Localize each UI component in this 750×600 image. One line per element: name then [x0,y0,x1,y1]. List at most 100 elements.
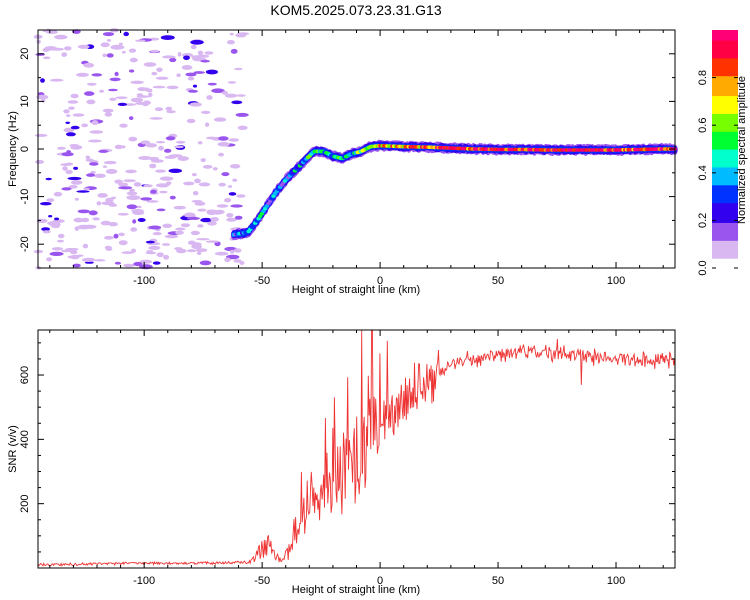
colorbar-step [712,129,738,132]
colorbar-step [712,224,738,227]
spectrogram-y-tick-label: 20 [19,48,31,60]
heatmap-noise-cell [152,85,166,89]
heatmap-noise-cell [34,159,45,164]
snr-x-label: Height of straight line (km) [292,584,420,596]
heatmap-noise-cell [49,78,64,82]
heatmap-noise-cell [36,94,49,100]
colorbar-step [712,121,738,124]
heatmap-noise-cell [133,182,142,187]
colorbar-step [712,133,738,136]
heatmap-noise-cell [154,107,164,112]
heatmap-noise-cell [160,35,175,40]
colorbar-tick-label: 0.2 [697,213,709,228]
colorbar-step [712,198,738,202]
heatmap-noise-cell [89,130,104,134]
spectrogram-y-axis: -20 -10 0 10 20 [19,29,675,269]
colorbar-step [712,47,738,51]
colorbar-step [712,164,738,168]
chart-title: KOM5.2025.073.23.31.G13 [270,2,441,18]
heatmap-noise-cell [186,249,197,253]
heatmap-noise-cell [206,136,217,140]
colorbar-step [712,172,738,176]
heatmap-noise-cell [91,73,103,77]
heatmap-noise-cell [81,257,96,262]
heatmap-noise-cell [72,113,85,117]
heatmap-noise-cell [158,145,164,151]
colorbar-step [712,95,738,99]
heatmap-noise-cell [123,179,136,183]
colorbar-step [712,143,738,146]
heatmap-noise-cell [190,44,197,50]
heatmap-noise-cell [234,215,243,220]
colorbar-step [712,55,738,59]
heatmap-noise-cell [139,259,153,264]
heatmap-noise-cell [189,102,202,107]
heatmap-noise-cell [102,108,114,113]
colorbar-step [712,158,738,162]
heatmap-noise-cell [99,89,105,93]
spectrogram-y-tick-label: 10 [19,95,31,107]
heatmap-noise-cell [81,123,88,128]
heatmap-noise-cell [176,140,186,144]
heatmap-noise-cell [101,201,115,206]
heatmap-noise-cell [192,191,199,196]
spectrogram-x-tick-label: 0 [377,275,383,287]
heatmap-noise-cell [91,120,99,126]
colorbar-step [712,152,738,156]
heatmap-noise-cell [117,212,129,216]
heatmap-noise-cell [89,162,99,166]
heatmap-noise-cell [230,249,235,254]
heatmap-noise-cell [196,251,202,255]
heatmap-noise-cell [205,69,218,75]
colorbar-step [712,45,738,49]
heatmap-noise-cell [205,240,220,243]
colorbar-step [712,166,738,170]
colorbar-step [712,212,738,216]
heatmap-noise-cell [200,59,210,63]
heatmap-noise-cell [138,156,152,160]
heatmap-noise-cell [84,91,95,96]
heatmap-noise-cell [103,160,117,165]
heatmap-noise-cell [226,213,234,218]
heatmap-noise-cell [237,125,248,130]
colorbar-step [712,119,738,122]
heatmap-noise-cell [162,55,176,59]
colorbar-step [712,208,738,212]
heatmap-noise-cell [146,250,154,253]
colorbar-step [712,71,738,75]
colorbar-step [712,196,738,200]
heatmap-noise-cell [65,132,76,137]
colorbar-step [712,210,738,214]
heatmap-noise-cell [200,158,206,163]
colorbar-step [712,105,738,108]
spectrogram-y-tick-label: 0 [19,146,31,152]
heatmap-noise-cell [98,149,109,153]
heatmap-noise-cell [132,219,137,224]
colorbar-step [712,75,738,79]
colorbar-step [712,81,738,85]
heatmap-noise-cell [177,156,189,162]
heatmap-noise-cell [224,198,232,203]
heatmap-noise-cell [143,184,153,188]
heatmap-noise-cell [94,173,106,178]
heatmap-noise-cell [150,189,157,194]
heatmap-noise-cell [216,204,229,208]
heatmap-noise-cell [129,57,138,63]
heatmap-noise-cell [177,51,182,57]
colorbar-step [712,216,738,220]
colorbar-step [712,141,738,144]
heatmap-noise-cell [121,251,135,255]
heatmap-noise-cell [226,40,235,45]
snr-y-tick-label: 400 [19,430,31,448]
colorbar-step [712,240,738,243]
heatmap-noise-cell [132,210,145,215]
snr-y-axis: 200 400 600 [19,342,675,569]
heatmap-noise-cell [123,31,129,37]
heatmap-noise-cell [105,197,114,203]
heatmap-noise-cell [57,233,65,239]
colorbar-step [712,123,738,126]
heatmap-noise-cell [143,62,157,67]
spectrogram-x-tick-label: 100 [607,275,625,287]
heatmap-noise-cell [115,96,128,99]
